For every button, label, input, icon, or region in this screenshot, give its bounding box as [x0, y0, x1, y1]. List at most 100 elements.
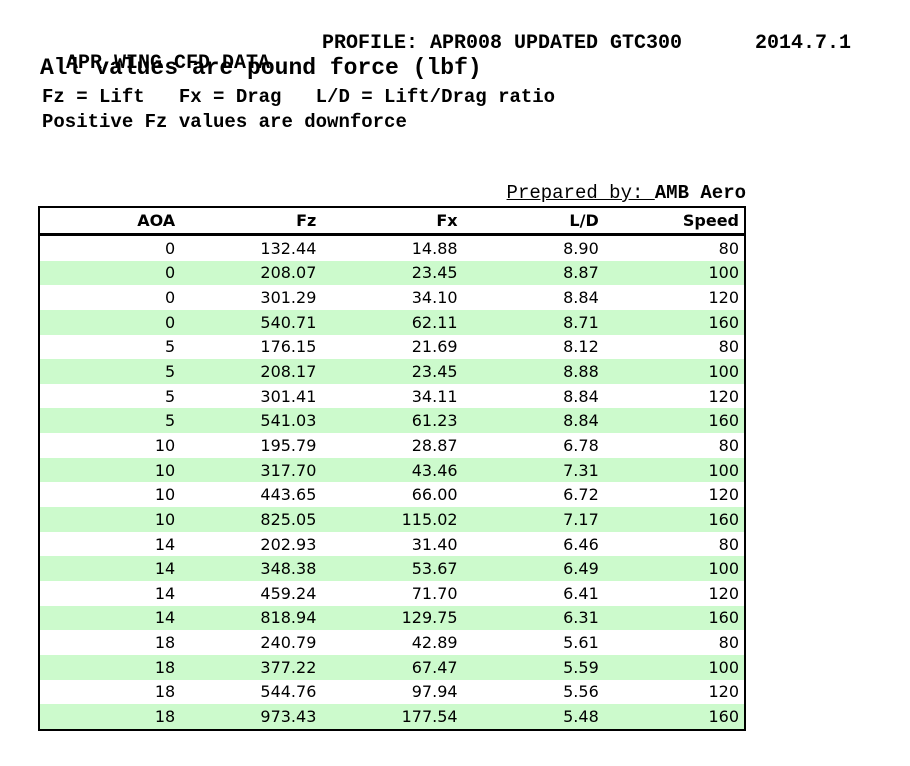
table-cell: 6.31	[462, 605, 604, 631]
table-cell: 5	[39, 408, 181, 434]
table-cell: 80	[718, 633, 739, 653]
doc-date: 2014.7.1	[755, 32, 852, 55]
table-cell: 120	[708, 583, 739, 603]
table-cell: 100	[603, 359, 745, 384]
table-cell: 348.38	[180, 556, 322, 581]
column-header-aoa: AOA	[39, 207, 181, 236]
table-cell: 5	[39, 359, 181, 384]
table-cell: 160	[603, 309, 745, 335]
table-cell: 8.71	[462, 309, 604, 335]
table-cell: 62.11	[321, 309, 463, 335]
table-cell: 10	[154, 435, 176, 455]
table-cell: 825.05	[180, 507, 322, 532]
table-row: 0 540.71 62.11 8.71 160	[39, 309, 745, 335]
table-cell: 129.75	[321, 605, 463, 631]
table-cell: 540.71	[180, 309, 322, 335]
table-row: 14 202.93 31.40 6.46 80	[39, 532, 745, 557]
table-cell: 160	[603, 408, 745, 434]
column-header-fz: Fz	[180, 207, 322, 236]
table-cell: 8.88	[462, 359, 604, 384]
doc-note: Positive Fz values are downforce	[42, 111, 407, 133]
table-row: 5 541.03 61.23 8.84 160	[39, 408, 745, 434]
table-cell: 18	[39, 654, 181, 680]
table-cell: 80	[718, 534, 739, 554]
doc-subtitle: All values are pound force (lbf)	[40, 55, 482, 81]
table-cell: 160	[603, 704, 745, 730]
table-cell: 301.29	[260, 288, 317, 308]
table-cell: 160	[603, 605, 745, 631]
table-header-row: AOA Fz Fx L/D Speed	[39, 207, 745, 236]
table-cell: 53.67	[321, 556, 463, 581]
table-cell: 14.88	[411, 238, 458, 258]
table-cell: 18	[154, 633, 176, 653]
column-header-speed: Speed	[603, 207, 745, 236]
table-cell: 5.48	[462, 704, 604, 730]
table-cell: 132.44	[260, 238, 317, 258]
table-cell: 31.40	[411, 534, 458, 554]
table-cell: 8.12	[563, 337, 599, 357]
table-cell: 818.94	[180, 605, 322, 631]
table-cell: 443.65	[260, 485, 317, 505]
table-cell: 34.11	[411, 386, 458, 406]
table-cell: 43.46	[321, 457, 463, 483]
table-row: 10 825.05 115.02 7.17 160	[39, 507, 745, 532]
table-cell: 8.87	[462, 260, 604, 286]
table-cell: 18	[154, 682, 176, 702]
table-cell: 10	[154, 485, 176, 505]
table-cell: 301.41	[260, 386, 317, 406]
table-cell: 100	[603, 654, 745, 680]
table-cell: 23.45	[321, 359, 463, 384]
table-cell: 97.94	[411, 682, 458, 702]
table-cell: 120	[708, 288, 739, 308]
table-cell: 80	[718, 435, 739, 455]
table-row: 18 240.79 42.89 5.61 80	[39, 630, 745, 655]
table-cell: 0	[39, 309, 181, 335]
table-cell: 115.02	[321, 507, 463, 532]
table-cell: 67.47	[321, 654, 463, 680]
table-cell: 61.23	[321, 408, 463, 434]
table-cell: 0	[165, 238, 176, 258]
table-row: 5 176.15 21.69 8.12 80	[39, 335, 745, 360]
table-cell: 10	[39, 457, 181, 483]
prepared-by-value: AMB Aero	[654, 182, 746, 204]
table-cell: 34.10	[411, 288, 458, 308]
table-cell: 14	[39, 605, 181, 631]
table-cell: 5.59	[462, 654, 604, 680]
table-cell: 177.54	[321, 704, 463, 730]
table-cell: 176.15	[260, 337, 317, 357]
table-row: 10 443.65 66.00 6.72 120	[39, 482, 745, 507]
doc-legend: Fz = Lift Fx = Drag L/D = Lift/Drag rati…	[42, 86, 556, 108]
table-cell: 7.17	[462, 507, 604, 532]
table-row: 14 459.24 71.70 6.41 120	[39, 581, 745, 606]
table-cell: 120	[708, 485, 739, 505]
table-cell: 5	[165, 337, 176, 357]
table-cell: 202.93	[260, 534, 317, 554]
table-row: 5 208.17 23.45 8.88 100	[39, 359, 745, 384]
table-row: 14 818.94 129.75 6.31 160	[39, 605, 745, 631]
table-cell: 8.84	[563, 288, 599, 308]
doc-title: APR WING CFD DATA	[66, 52, 271, 75]
table-cell: 100	[603, 457, 745, 483]
table-row: 18 377.22 67.47 5.59 100	[39, 654, 745, 680]
cfd-data-table: AOA Fz Fx L/D Speed 0 132.44 14.88 8.90 80 0 2…	[38, 206, 746, 731]
table-cell: 5	[165, 386, 176, 406]
table-row: 0 208.07 23.45 8.87 100	[39, 260, 745, 286]
table-row: 18 973.43 177.54 5.48 160	[39, 704, 745, 730]
table-row: 0 132.44 14.88 8.90 80	[39, 235, 745, 261]
prepared-by-line: Prepared by: AMB Aero	[507, 183, 746, 204]
column-header-fx: Fx	[321, 207, 463, 236]
table-row: 10 317.70 43.46 7.31 100	[39, 457, 745, 483]
table-cell: 6.49	[462, 556, 604, 581]
table-cell: 208.07	[180, 260, 322, 286]
table-cell: 6.41	[563, 583, 599, 603]
table-cell: 10	[39, 507, 181, 532]
table-cell: 6.78	[563, 435, 599, 455]
table-cell: 0	[39, 260, 181, 286]
table-cell: 14	[39, 556, 181, 581]
table-row: 0 301.29 34.10 8.84 120	[39, 285, 745, 310]
table-cell: 14	[154, 583, 176, 603]
table-cell: 377.22	[180, 654, 322, 680]
table-cell: 5.61	[563, 633, 599, 653]
table-cell: 160	[603, 507, 745, 532]
